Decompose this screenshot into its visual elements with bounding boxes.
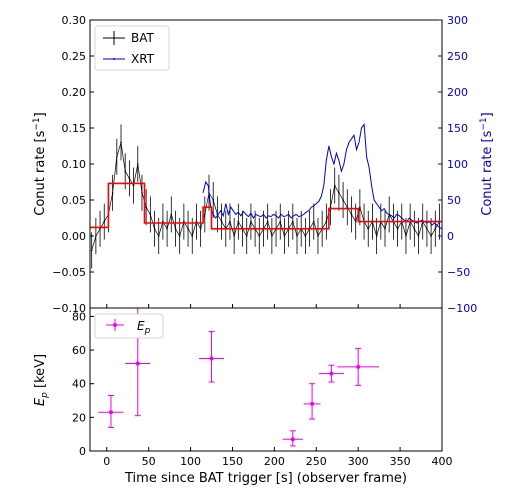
- ep-marker: [135, 361, 140, 366]
- legend-bat-marker: [103, 31, 125, 45]
- top-right-y-ticks: −100 −50 0 50 100 150 200 250 300: [438, 14, 477, 315]
- x-axis-label: Time since BAT trigger [s] (observer fra…: [124, 471, 407, 486]
- top-left-y-tick-label: 0.00: [62, 230, 87, 243]
- bottom-panel-frame: [89, 307, 443, 452]
- count-rate-panel: −0.10 −0.05 0.00 0.05 0.10 0.15 0.20 0.25 0.30 −…: [32, 14, 495, 315]
- ep-point: [282, 430, 303, 447]
- top-right-y-tick-label: 250: [447, 50, 468, 63]
- top-right-y-tick-label: −50: [447, 266, 470, 279]
- bottom-legend: Ep: [94, 313, 164, 339]
- bottom-x-tick-label: 0: [103, 455, 110, 468]
- ep-marker: [356, 364, 361, 369]
- top-left-y-tick-label: 0.25: [62, 50, 87, 63]
- top-left-y-axis-label: Conut rate [s−1]: [32, 112, 48, 215]
- legend-xrt-marker: [103, 58, 125, 60]
- top-right-y-tick-label: 50: [447, 194, 461, 207]
- bottom-y-tick-label: 0: [79, 445, 86, 458]
- bottom-y-tick-label: 80: [72, 310, 86, 323]
- top-left-y-tick-label: 0.10: [62, 158, 87, 171]
- bottom-x-tick-label: 250: [306, 455, 327, 468]
- top-x-ticks: [106, 304, 443, 308]
- top-right-y-tick-label: 0: [447, 230, 454, 243]
- ep-marker: [290, 437, 295, 442]
- top-right-y-tick-label: 150: [447, 122, 468, 135]
- legend-xrt-label: XRT: [131, 52, 155, 66]
- bottom-y-tick-label: 40: [72, 378, 86, 391]
- bottom-x-ticks: 0 50 100 150 200 250 300 350 400: [103, 447, 453, 468]
- top-right-y-tick-label: 300: [447, 14, 468, 27]
- bottom-x-tick-label: 350: [390, 455, 411, 468]
- ep-point: [98, 394, 124, 428]
- top-right-y-tick-label: 100: [447, 158, 468, 171]
- ep-marker: [329, 371, 334, 376]
- legend-ep-marker: [106, 319, 124, 331]
- bottom-x-tick-label: 50: [142, 455, 156, 468]
- ep-point: [303, 383, 321, 420]
- ep-point: [318, 364, 344, 383]
- top-series-layer: [90, 123, 443, 269]
- top-left-y-ticks: −0.10 −0.05 0.00 0.05 0.10 0.15 0.20 0.25 0.30: [52, 14, 94, 315]
- bottom-x-tick-label: 400: [432, 455, 453, 468]
- top-left-y-tick-label: 0.05: [62, 194, 87, 207]
- ep-marker: [209, 356, 214, 361]
- peak-energy-panel: 0 20 40 60 80 0 50 100 150 200 250 300 350 400 Ep Ep…: [33, 307, 453, 486]
- bat-line: [91, 142, 440, 251]
- ep-marker: [310, 401, 315, 406]
- bottom-y-axis-label: Ep [keV]: [33, 354, 50, 406]
- bottom-x-tick-label: 200: [264, 455, 285, 468]
- top-left-y-tick-label: 0.30: [62, 14, 87, 27]
- bottom-x-tick-label: 100: [180, 455, 201, 468]
- top-right-y-tick-label: 200: [447, 86, 468, 99]
- bottom-y-tick-label: 20: [72, 411, 86, 424]
- legend-ep-label: Ep: [137, 319, 151, 336]
- top-left-y-tick-label: −0.10: [52, 302, 86, 315]
- legend-bat-label: BAT: [131, 31, 155, 45]
- bottom-x-tick-label: 300: [348, 455, 369, 468]
- bottom-legend-box: [94, 313, 164, 339]
- bottom-y-ticks: 0 20 40 60 80: [72, 310, 94, 458]
- top-right-y-tick-label: −100: [447, 302, 477, 315]
- bottom-series-layer: [98, 307, 380, 447]
- bottom-x-tick-label: 150: [222, 455, 243, 468]
- top-left-y-tick-label: 0.15: [62, 122, 87, 135]
- top-left-y-tick-label: 0.20: [62, 86, 87, 99]
- top-right-y-axis-label: Conut rate [s−1]: [479, 112, 495, 215]
- top-left-y-tick-label: −0.05: [52, 266, 86, 279]
- bottom-y-tick-label: 60: [72, 344, 86, 357]
- top-legend: BAT XRT: [94, 25, 170, 71]
- xrt-series-line: [202, 123, 443, 230]
- ep-point: [198, 331, 225, 383]
- ep-marker: [108, 410, 113, 415]
- model-step-line: [90, 182, 442, 230]
- ep-point: [337, 347, 380, 386]
